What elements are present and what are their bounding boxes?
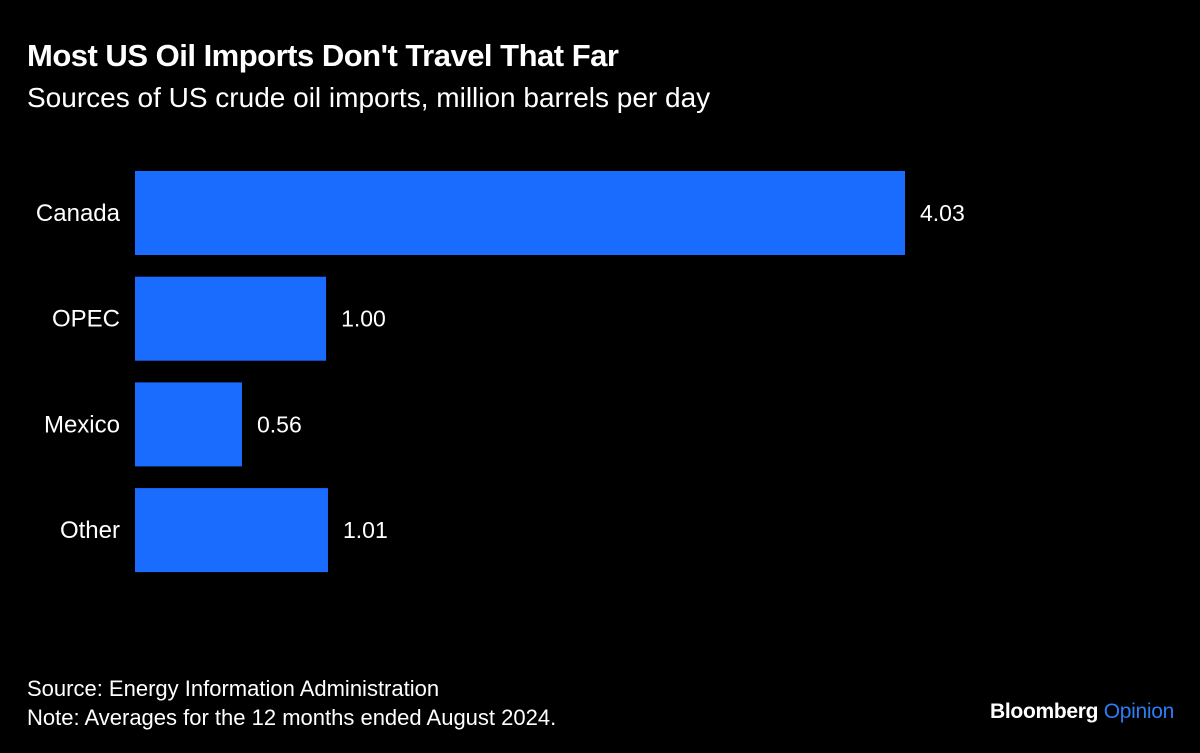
bar-canada bbox=[135, 171, 905, 255]
category-label: Mexico bbox=[44, 411, 120, 438]
logo-section: Opinion bbox=[1103, 700, 1175, 723]
category-label: Canada bbox=[36, 200, 121, 227]
logo-brand: Bloomberg bbox=[990, 700, 1099, 723]
bar-opec bbox=[135, 276, 327, 361]
data-label: 0.56 bbox=[257, 411, 302, 437]
bar-other bbox=[135, 488, 328, 573]
chart-subtitle: Sources of US crude oil imports, million… bbox=[27, 82, 711, 113]
bar-mexico bbox=[135, 382, 242, 467]
footnote: Note: Averages for the 12 months ended A… bbox=[27, 705, 557, 730]
source-note: Source: Energy Information Administratio… bbox=[27, 676, 440, 701]
category-label: Other bbox=[60, 517, 120, 544]
category-label: OPEC bbox=[52, 306, 120, 333]
data-label: 1.01 bbox=[343, 517, 388, 543]
bloomberg-opinion-logo: Bloomberg Opinion bbox=[990, 700, 1174, 724]
data-label: 4.03 bbox=[920, 200, 965, 226]
data-label: 1.00 bbox=[341, 306, 386, 332]
chart-title: Most US Oil Imports Don't Travel That Fa… bbox=[27, 38, 619, 73]
